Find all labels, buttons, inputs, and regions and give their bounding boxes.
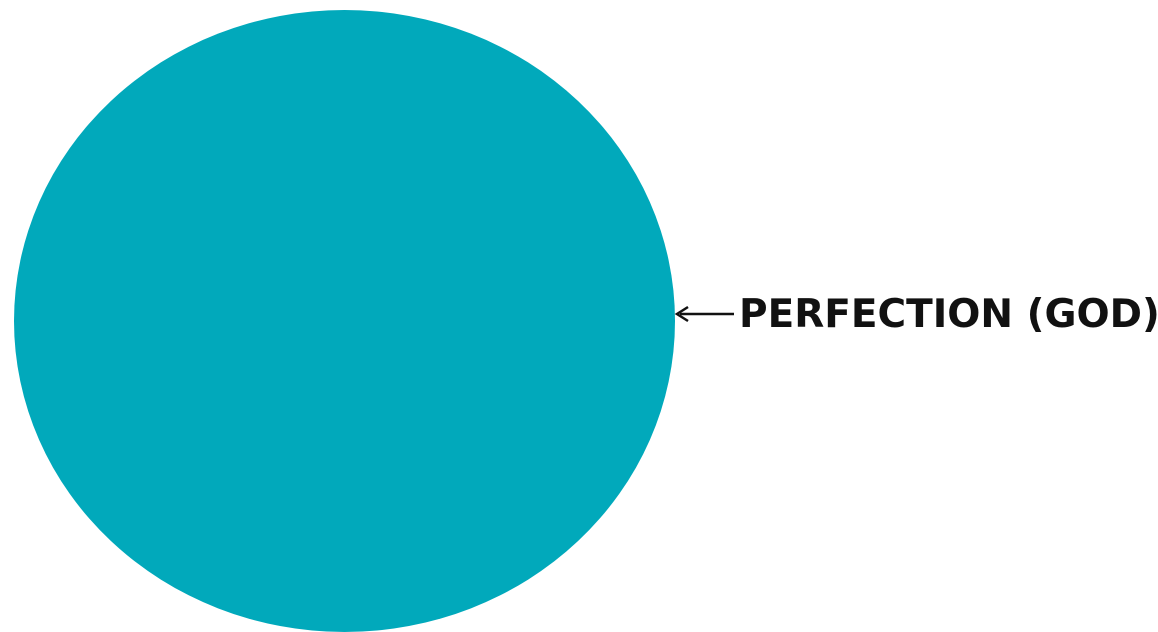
arrow-left-icon xyxy=(674,305,734,323)
perfection-label: PERFECTION (GOD) xyxy=(739,292,1158,337)
perfection-circle xyxy=(14,10,675,632)
